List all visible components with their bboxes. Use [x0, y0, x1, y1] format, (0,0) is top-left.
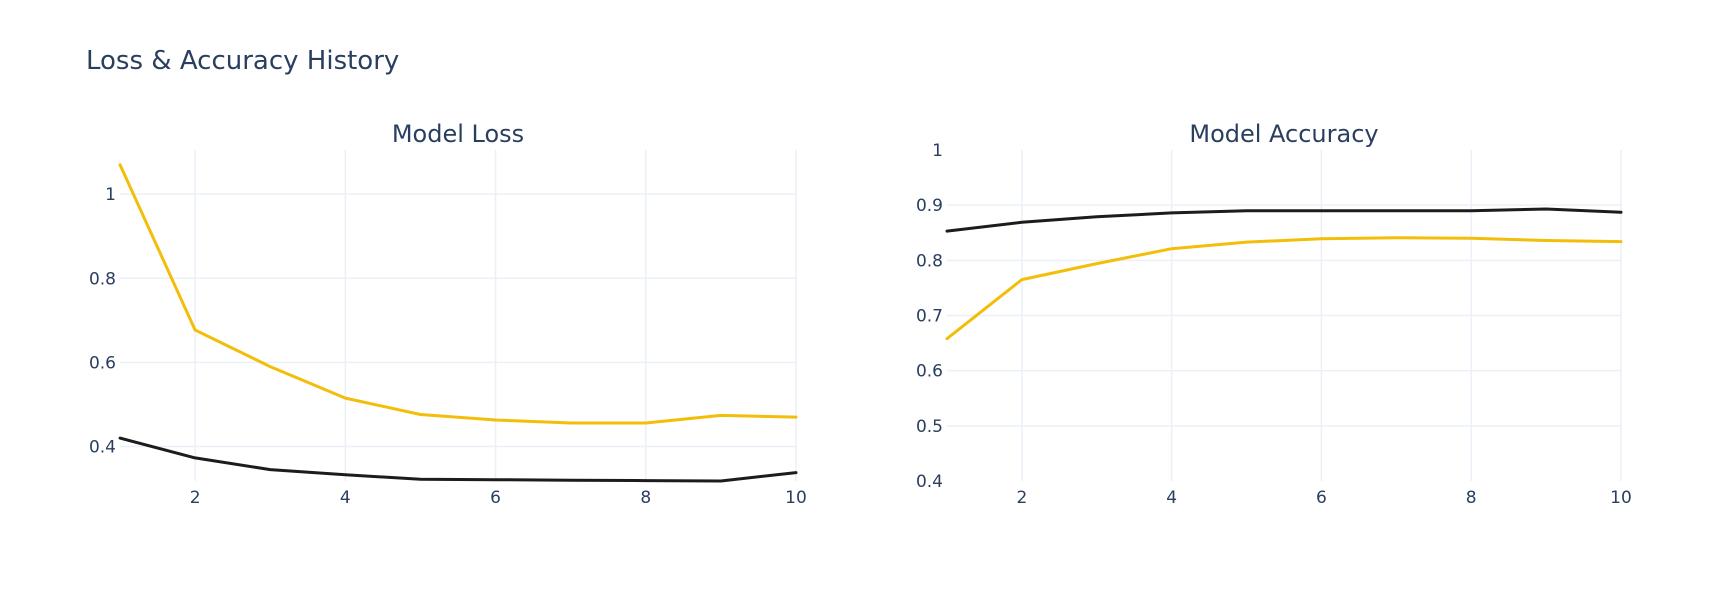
accuracy-train-line: [945, 236, 1623, 341]
loss-y-tick-label: 1: [105, 185, 116, 205]
accuracy-y-tick-label: 0.4: [916, 472, 943, 492]
loss-val-line: [118, 436, 798, 483]
loss-x-tick-label: 8: [640, 488, 651, 508]
loss-chart: 2 4 6 8 10 0.4 0.6 0.8 1 Model Loss: [89, 120, 807, 508]
loss-x-tick-label: 10: [785, 488, 807, 508]
loss-y-tick-label: 0.8: [89, 269, 116, 289]
accuracy-x-tick-label: 6: [1316, 488, 1327, 508]
accuracy-x-tick-label: 8: [1466, 488, 1477, 508]
accuracy-y-tick-label: 0.9: [916, 196, 943, 216]
accuracy-chart-title: Model Accuracy: [1189, 120, 1378, 148]
loss-x-tick-label: 2: [190, 488, 201, 508]
accuracy-y-tick-label: 0.7: [916, 307, 943, 327]
loss-y-tick-label: 0.6: [89, 353, 116, 373]
figure-title: Loss & Accuracy History: [86, 46, 400, 76]
accuracy-y-tick-label: 1: [932, 141, 943, 161]
accuracy-val-line: [945, 207, 1623, 233]
accuracy-chart: 2 4 6 8 10 0.4 0.5 0.6 0.7 0.8 0.9 1 Model Accuracy: [916, 120, 1632, 508]
loss-y-tick-label: 0.4: [89, 438, 116, 458]
accuracy-y-tick-label: 0.6: [916, 362, 943, 382]
accuracy-y-tick-label: 0.8: [916, 251, 943, 271]
loss-train-line: [118, 163, 798, 425]
accuracy-y-tick-label: 0.5: [916, 417, 943, 437]
loss-chart-title: Model Loss: [392, 120, 524, 148]
accuracy-x-tick-label: 2: [1016, 488, 1027, 508]
loss-x-tick-label: 4: [340, 488, 351, 508]
loss-x-tick-label: 6: [490, 488, 501, 508]
accuracy-x-tick-label: 4: [1166, 488, 1177, 508]
accuracy-x-tick-label: 10: [1610, 488, 1632, 508]
